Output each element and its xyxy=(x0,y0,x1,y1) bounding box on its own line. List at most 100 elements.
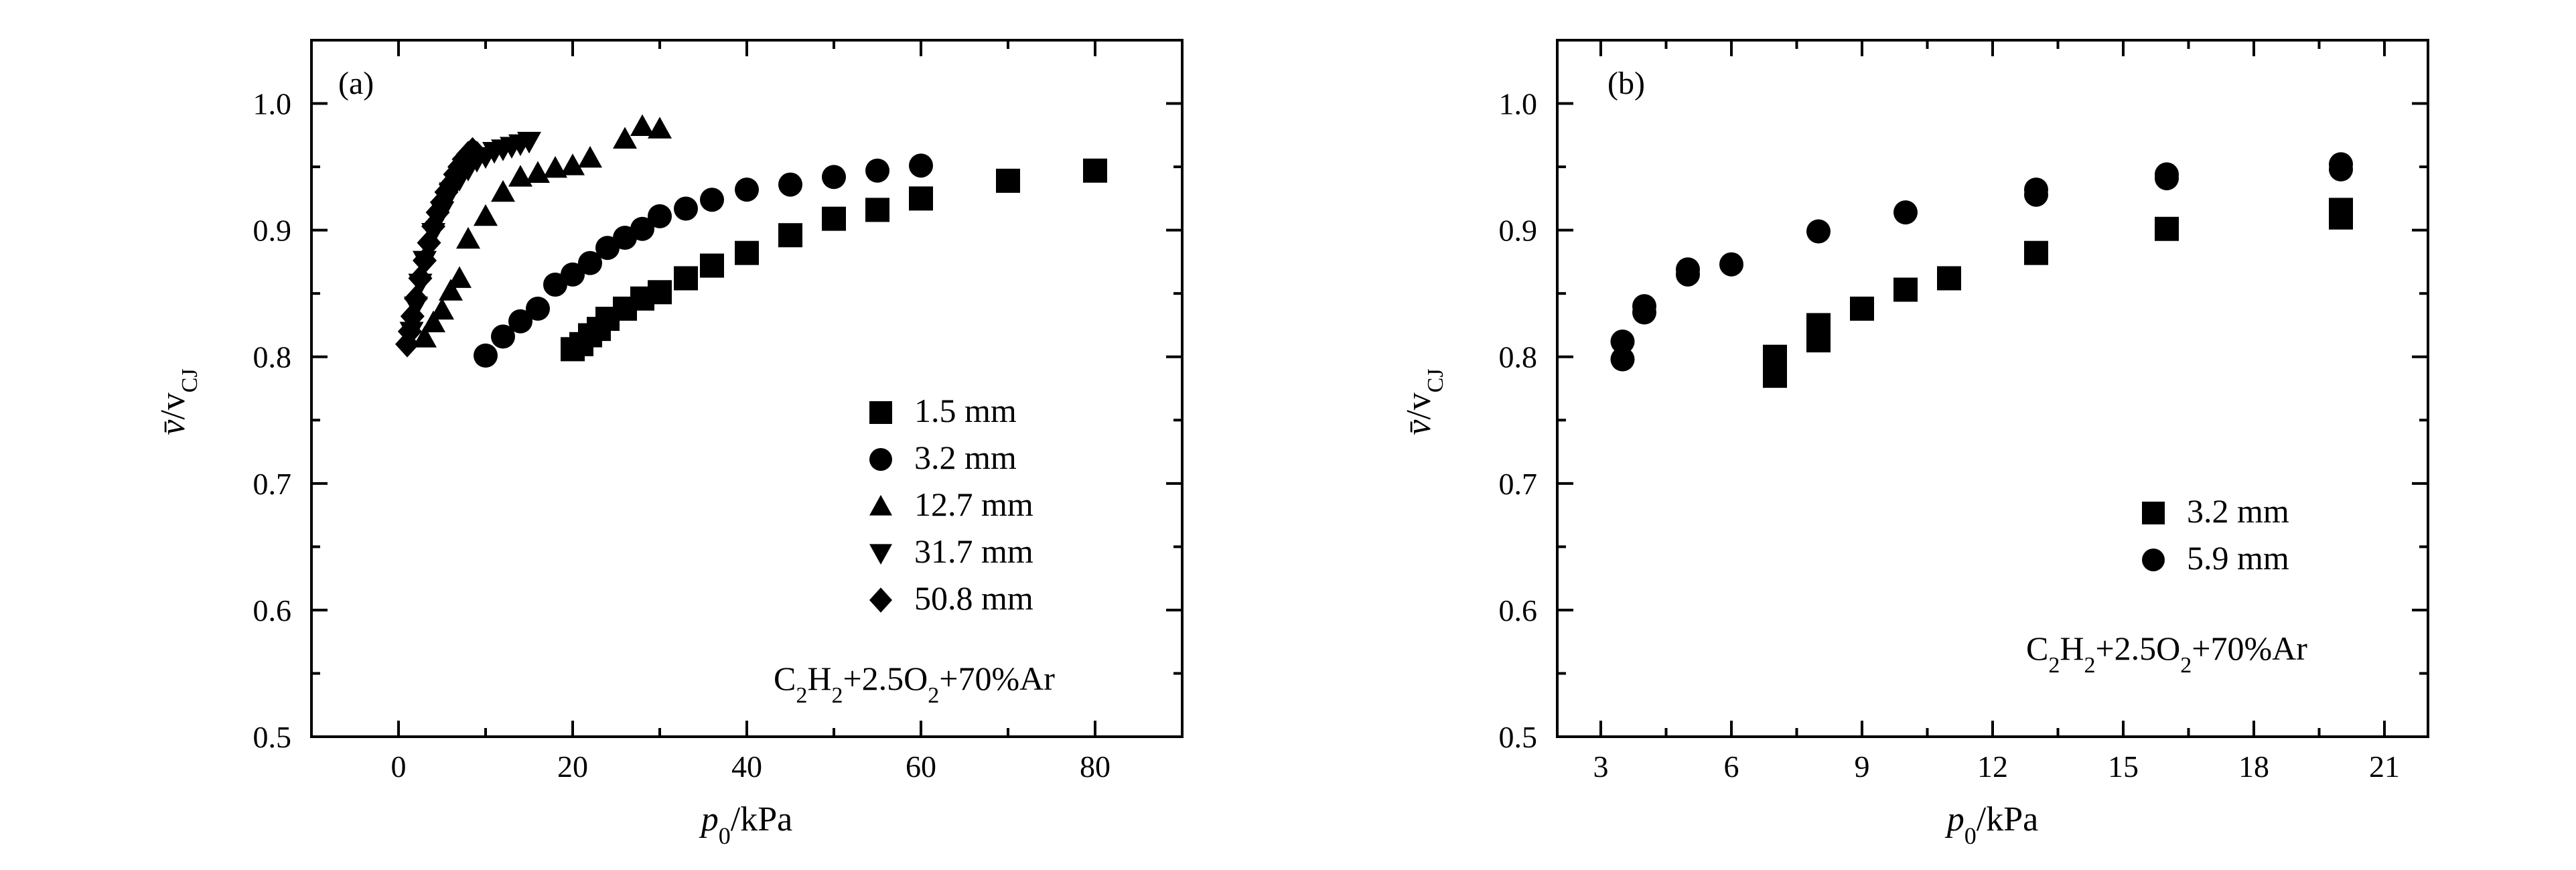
y-tick-label: 0.5 xyxy=(1499,720,1538,754)
legend-label: 1.5 mm xyxy=(914,392,1017,429)
series-3-2-mm xyxy=(1763,198,2353,388)
legend-marker xyxy=(869,448,892,471)
data-point xyxy=(578,250,602,275)
x-tick-label: 18 xyxy=(2238,749,2269,784)
x-tick-label: 20 xyxy=(557,749,588,784)
x-tick-label: 6 xyxy=(1724,749,1739,784)
data-point xyxy=(517,131,541,154)
x-tick-label: 80 xyxy=(1080,749,1111,784)
data-point xyxy=(465,141,489,167)
x-tick-label: 3 xyxy=(1593,749,1609,784)
data-point xyxy=(630,114,654,136)
data-point xyxy=(1632,294,1656,319)
legend-marker xyxy=(869,401,892,424)
legend-label: 12.7 mm xyxy=(914,486,1033,523)
legend-label: 50.8 mm xyxy=(914,579,1033,617)
data-point xyxy=(508,165,532,187)
legend: 1.5 mm 3.2 mm 12.7 mm 31.7 mm 50.8 mm xyxy=(869,392,1033,617)
y-tick-label: 1.0 xyxy=(253,87,292,121)
data-point xyxy=(1893,200,1918,225)
data-point xyxy=(578,145,602,168)
data-point xyxy=(2329,152,2353,177)
data-point xyxy=(561,262,585,287)
legend-label: 5.9 mm xyxy=(2187,539,2289,577)
data-point xyxy=(630,216,654,241)
x-tick-label: 15 xyxy=(2108,749,2139,784)
x-tick-label: 60 xyxy=(906,749,936,784)
data-point xyxy=(700,188,724,212)
x-tick-label: 12 xyxy=(1977,749,2008,784)
x-tick-label: 40 xyxy=(731,749,762,784)
data-point xyxy=(909,153,933,178)
legend-marker xyxy=(2142,549,2165,571)
x-tick-label: 0 xyxy=(391,749,407,784)
data-point xyxy=(1676,257,1700,282)
y-tick-label: 0.7 xyxy=(253,467,292,501)
data-point xyxy=(613,127,637,149)
panel-tag: (a) xyxy=(338,66,374,101)
legend-label: 3.2 mm xyxy=(914,439,1017,476)
x-axis-title: p0/kPa xyxy=(1944,800,2038,849)
series-12-7-mm xyxy=(413,114,672,348)
legend-marker xyxy=(869,495,892,516)
data-point xyxy=(822,165,846,190)
panel-a: 0.5 0.6 0.7 0.8 0.9 1.0 0 20 40 60 80 p0/kPa v̄/vCJ (… xyxy=(154,39,1184,849)
data-point xyxy=(1893,277,1918,302)
data-point xyxy=(996,168,1020,193)
data-point xyxy=(1806,219,1831,244)
data-point xyxy=(421,310,445,333)
data-point xyxy=(543,272,567,297)
legend-label: 31.7 mm xyxy=(914,532,1033,570)
data-point xyxy=(2024,177,2048,202)
data-point xyxy=(404,285,428,312)
data-point xyxy=(865,198,889,222)
data-point xyxy=(2155,162,2179,187)
y-tick-label: 0.8 xyxy=(253,340,292,374)
data-point xyxy=(400,303,425,330)
data-point xyxy=(674,266,698,291)
y-tick-label: 1.0 xyxy=(1499,87,1538,121)
data-point xyxy=(648,280,672,305)
data-point xyxy=(822,206,846,231)
data-point xyxy=(648,117,672,139)
data-point xyxy=(2329,198,2353,222)
y-tick-label: 0.5 xyxy=(253,720,292,754)
data-point xyxy=(2155,216,2179,241)
data-point xyxy=(778,172,802,197)
data-point xyxy=(561,153,585,175)
data-point xyxy=(909,186,933,211)
data-point xyxy=(430,297,454,320)
series-3-2-mm xyxy=(474,153,933,368)
legend-label: 3.2 mm xyxy=(2187,492,2289,530)
data-point xyxy=(439,279,463,301)
data-point xyxy=(700,253,724,278)
x-tick-label: 21 xyxy=(2369,749,2400,784)
data-point xyxy=(474,204,498,226)
data-point xyxy=(1763,344,1787,369)
data-point xyxy=(526,161,550,183)
series-5-9-mm xyxy=(1610,152,2353,372)
data-point xyxy=(1610,330,1635,354)
data-point xyxy=(526,296,550,321)
data-point xyxy=(1719,252,1743,277)
data-point xyxy=(491,179,515,202)
data-point xyxy=(447,266,472,288)
x-axis-title: p0/kPa xyxy=(699,800,792,849)
legend-marker xyxy=(869,544,892,565)
data-point xyxy=(491,324,515,349)
data-point xyxy=(735,240,759,265)
panel-tag: (b) xyxy=(1607,66,1645,101)
y-tick-label: 0.7 xyxy=(1499,467,1538,501)
data-point xyxy=(648,204,672,228)
data-point xyxy=(474,343,498,368)
data-point xyxy=(1806,313,1831,338)
y-tick-label: 0.6 xyxy=(253,593,292,628)
y-tick-label: 0.8 xyxy=(1499,340,1538,374)
y-axis-title: v̄/vCJ xyxy=(154,368,202,435)
data-point xyxy=(1850,296,1874,321)
data-point xyxy=(595,236,620,261)
y-tick-label: 0.6 xyxy=(1499,593,1538,628)
data-point xyxy=(543,155,567,178)
series-50-8-mm xyxy=(395,137,489,358)
